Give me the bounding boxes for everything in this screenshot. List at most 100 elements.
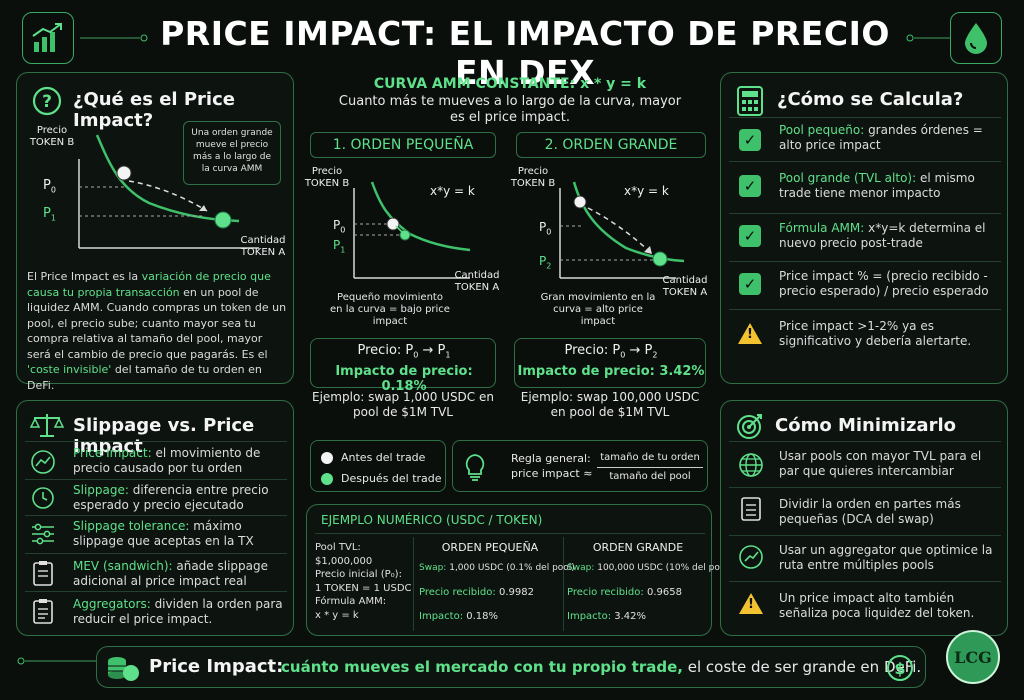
check-icon: ✓ bbox=[739, 273, 761, 295]
large-axis-y-label: Precio TOKEN B bbox=[510, 166, 556, 189]
legend-after-dot bbox=[321, 473, 333, 485]
legend-before-dot bbox=[321, 452, 333, 464]
rule-box: Regla general: price impact ≈ tamaño de t… bbox=[452, 440, 708, 492]
question-icon: ? bbox=[32, 86, 62, 116]
calc-item-4: Price impact % = (precio recibido - prec… bbox=[779, 269, 989, 298]
route-icon bbox=[739, 545, 763, 569]
lightbulb-icon bbox=[465, 454, 485, 481]
example-heading: EJEMPLO NUMÉRICO (USDC / TOKEN) bbox=[321, 513, 543, 527]
what-curve-diagram bbox=[78, 134, 259, 249]
page-title: PRICE IMPACT: EL IMPACTO DE PRECIO EN DE… bbox=[160, 14, 890, 92]
small-caption: Pequeño movimiento en la curva = bajo pr… bbox=[330, 292, 450, 327]
minimize-item-4: Un price impact alto también señaliza po… bbox=[779, 591, 975, 620]
example-col2-title: ORDEN GRANDE bbox=[592, 541, 684, 554]
circuit-decoration-right bbox=[906, 34, 950, 42]
check-icon: ✓ bbox=[739, 129, 761, 151]
large-price-line: Precio: P0 → P2 bbox=[564, 343, 658, 360]
large-order-curve bbox=[559, 181, 685, 279]
large-axis-x-label: Cantidad TOKEN A bbox=[662, 275, 708, 298]
legend-box: Antes del trade Después del trade bbox=[310, 440, 446, 492]
small-order-curve bbox=[353, 181, 471, 279]
large-pb-label: P2 bbox=[539, 254, 552, 271]
circuit-decoration-left bbox=[80, 34, 148, 42]
slip-item-1: Price Impact: el movimiento de precio ca… bbox=[73, 446, 261, 475]
minimize-item-2: Dividir la orden en partes más pequeñas … bbox=[779, 497, 961, 526]
slip-item-4: MEV (sandwich): añade slippage adicional… bbox=[73, 559, 268, 588]
example-col1-swap: Swap: 1,000 USDC (0.1% del pool) bbox=[419, 563, 575, 573]
calculator-icon bbox=[737, 86, 763, 116]
large-impact-value: Impacto de precio: 3.42% bbox=[517, 364, 705, 379]
footer-banner: Price Impact: cuánto mueves el mercado c… bbox=[96, 646, 926, 688]
document-list-icon bbox=[33, 599, 53, 624]
large-pa-label: P0 bbox=[539, 220, 552, 237]
check-icon: ✓ bbox=[739, 225, 761, 247]
small-pb-label: P1 bbox=[333, 238, 346, 255]
what-paragraph: El Price Impact es la variación de preci… bbox=[27, 270, 287, 392]
large-caption: Gran movimiento en la curva = alto price… bbox=[540, 292, 656, 327]
circuit-decoration-footer-left bbox=[17, 657, 96, 665]
what-axis-y-label: Precio TOKEN B bbox=[29, 125, 75, 148]
calc-item-2: Pool grande (TVL alto): el mismo trade t… bbox=[779, 171, 975, 200]
liquidity-drop-icon bbox=[950, 12, 1002, 64]
minimize-item-3: Usar un aggregator que optimice la ruta … bbox=[779, 543, 993, 572]
calc-heading: ¿Cómo se Calcula? bbox=[777, 89, 964, 110]
footer-label: Price Impact: bbox=[149, 656, 284, 677]
what-note-box: Una orden grande mueve el precio más a l… bbox=[183, 121, 281, 185]
example-col1-title: ORDEN PEQUEÑA bbox=[441, 541, 539, 554]
rule-label: Regla general: price impact ≈ bbox=[511, 452, 593, 480]
example-col1-received: Precio recibido: 0.9982 bbox=[419, 587, 534, 598]
split-order-icon bbox=[741, 497, 761, 521]
small-impact-value: Impacto de precio: 0.18% bbox=[335, 364, 473, 394]
small-example: Ejemplo: swap 1,000 USDC en pool de $1M … bbox=[312, 390, 494, 419]
slippage-panel: Slippage vs. Price Impact Price Impact: … bbox=[16, 400, 294, 636]
clock-icon bbox=[32, 487, 54, 509]
svg-text:?: ? bbox=[42, 92, 52, 112]
what-p1-label: P1 bbox=[43, 206, 56, 223]
curve-subheading: Cuanto más te mueves a lo largo de la cu… bbox=[338, 94, 682, 125]
growth-chart-icon bbox=[22, 12, 74, 64]
example-col2-swap: Swap: 100,000 USDC (10% del pool) bbox=[567, 563, 732, 573]
slip-item-5: Aggregators: dividen la orden para reduc… bbox=[73, 597, 283, 626]
svg-text:$: $ bbox=[894, 659, 905, 678]
dollar-icon: $ bbox=[887, 655, 913, 681]
trend-icon bbox=[31, 450, 55, 474]
large-example: Ejemplo: swap 100,000 USDC en pool de $1… bbox=[520, 390, 700, 419]
what-p0-label: P0 bbox=[43, 178, 56, 195]
what-heading: ¿Qué es el Price Impact? bbox=[73, 89, 235, 131]
numeric-example-panel: EJEMPLO NUMÉRICO (USDC / TOKEN) Pool TVL… bbox=[306, 504, 731, 636]
slip-item-2: Slippage: diferencia entre precio espera… bbox=[73, 483, 269, 512]
small-axis-x-label: Cantidad TOKEN A bbox=[454, 270, 500, 293]
example-col2-impact: Impacto: 3.42% bbox=[567, 611, 647, 622]
minimize-heading: Cómo Minimizarlo bbox=[775, 415, 956, 436]
legend-before-label: Antes del trade bbox=[341, 451, 426, 464]
what-is-panel: ? ¿Qué es el Price Impact? Precio TOKEN B… bbox=[16, 72, 294, 392]
calc-item-5: Price impact >1-2% ya es significativo y… bbox=[779, 319, 972, 348]
clipboard-icon bbox=[33, 561, 53, 586]
sliders-icon bbox=[32, 523, 54, 545]
minimize-item-1: Usar pools con mayor TVL para el par que… bbox=[779, 449, 982, 478]
example-col2-received: Precio recibido: 0.9658 bbox=[567, 587, 682, 598]
example-left-column: Pool TVL: $1,000,000 Precio inicial (P₀):… bbox=[315, 542, 412, 621]
legend-after-label: Después del trade bbox=[341, 472, 442, 485]
large-impact-box: Precio: P0 → P2 Impacto de precio: 3.42% bbox=[514, 338, 706, 388]
calc-item-3: Fórmula AMM: x*y=k determina el nuevo pr… bbox=[779, 221, 986, 250]
slip-item-3: Slippage tolerance: máximo slippage que … bbox=[73, 519, 254, 548]
scale-icon bbox=[29, 414, 65, 437]
coins-icon bbox=[108, 657, 139, 681]
calc-panel: ¿Cómo se Calcula? ✓ Pool pequeño: grande… bbox=[720, 72, 1008, 384]
check-icon: ✓ bbox=[739, 175, 761, 197]
footer-text: cuánto mueves el mercado con tu propio t… bbox=[281, 658, 922, 676]
large-formula: x*y = k bbox=[624, 184, 669, 198]
warning-icon bbox=[739, 593, 763, 614]
small-pa-label: P0 bbox=[333, 218, 346, 235]
example-col1-impact: Impacto: 0.18% bbox=[419, 611, 499, 622]
logo-badge: LCG bbox=[946, 630, 1000, 684]
small-order-title: 1. ORDEN PEQUEÑA bbox=[310, 132, 496, 158]
minimize-panel: Cómo Minimizarlo Usar pools con mayor TV… bbox=[720, 400, 1008, 636]
small-formula: x*y = k bbox=[430, 184, 475, 198]
target-icon bbox=[737, 414, 762, 439]
curve-heading: CURVA AMM CONSTANTE: x * y = k bbox=[373, 76, 647, 92]
large-order-title: 2. ORDEN GRANDE bbox=[516, 132, 706, 158]
what-axis-x-label: Cantidad TOKEN A bbox=[240, 235, 286, 258]
globe-icon bbox=[739, 453, 763, 477]
